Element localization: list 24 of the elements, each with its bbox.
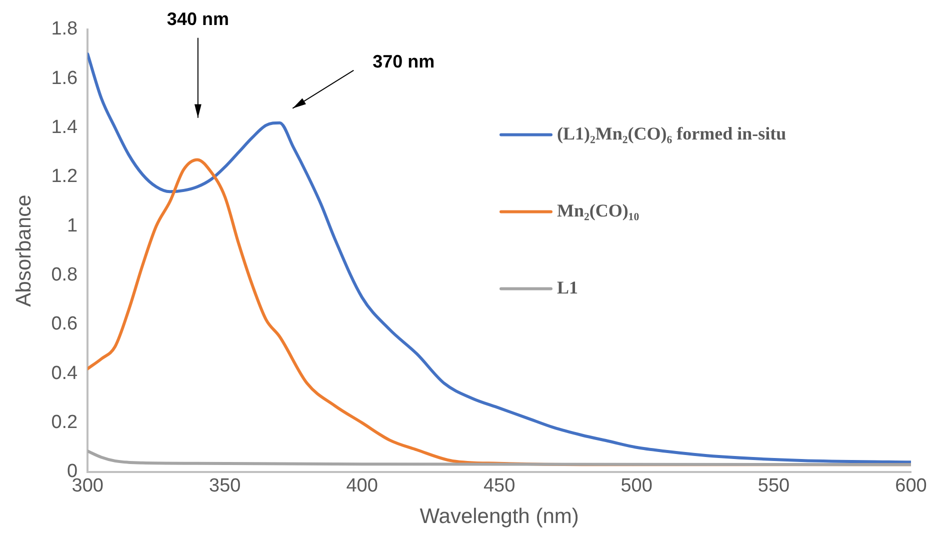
annotation: 370 nm [372,51,435,72]
y-tick-label: 0.2 [51,412,78,434]
y-tick-label: 0.4 [51,362,78,384]
x-axis-title: Wavelength (nm) [420,505,579,528]
line-series [88,52,911,464]
line-series [88,450,911,466]
x-tick-label: 450 [483,476,516,497]
x-tick-label: 550 [758,476,790,497]
y-tick-label: 1 [67,215,78,236]
y-tick-label: 1.2 [51,166,78,188]
y-tick-label: 1.6 [51,68,78,89]
x-tick-label: 400 [346,476,378,497]
y-axis-title: Absorbance [12,194,36,307]
legend-label: L1 [557,277,578,298]
y-tick-label: 0.8 [51,264,78,286]
y-tick-label: 1.8 [51,18,78,40]
x-tick-label: 350 [208,476,241,497]
legend-label: (L1)₂Mn₂(CO)₆ formed in-situ [557,123,786,144]
x-tick-label: 600 [895,476,927,497]
annotation: 340 nm [166,8,229,29]
legend-label: Mn₂(CO)₁₀ [557,200,640,220]
x-tick-label: 500 [620,476,652,497]
y-tick-label: 1.4 [51,116,78,138]
y-tick-label: 0.6 [51,314,78,335]
